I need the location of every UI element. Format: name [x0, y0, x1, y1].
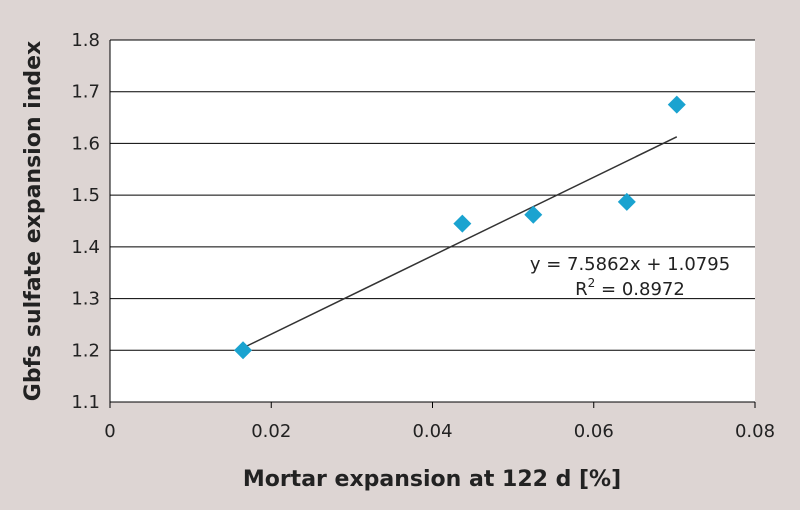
y-tick-label-0: 1.1: [71, 392, 100, 413]
data-point-0: [234, 341, 253, 360]
y-tick-label-5: 1.6: [71, 133, 100, 154]
data-point-3: [617, 192, 636, 211]
r2-label: R: [575, 279, 588, 300]
data-point-2: [524, 205, 543, 224]
data-points: [234, 95, 686, 360]
x-tick-label-1: 0.02: [251, 421, 291, 442]
y-tick-label-6: 1.7: [71, 82, 100, 103]
y-axis-title: Gbfs sulfate expansion index: [21, 41, 46, 401]
y-tick-label-3: 1.4: [71, 237, 100, 258]
y-tick-label-4: 1.5: [71, 185, 100, 206]
x-tick-label-3: 0.06: [574, 421, 614, 442]
y-tick-labels: 1.1 1.2 1.3 1.4 1.5 1.6 1.7 1.8: [71, 30, 100, 413]
data-point-4: [667, 95, 686, 114]
data-point-1: [453, 214, 472, 233]
trendline: [242, 136, 678, 349]
x-axis-title: Mortar expansion at 122 d [%]: [243, 467, 621, 492]
y-tick-label-2: 1.3: [71, 289, 100, 310]
x-tick-labels: 0 0.02 0.04 0.06 0.08: [104, 421, 775, 442]
y-tick-label-7: 1.8: [71, 30, 100, 51]
x-tick-label-4: 0.08: [735, 421, 775, 442]
r2-value: = 0.8972: [595, 279, 685, 300]
r2-superscript: 2: [588, 276, 596, 290]
trendline-r-squared: R2 = 0.8972: [575, 276, 685, 300]
trendline-layer: [242, 136, 678, 349]
x-tick-label-2: 0.04: [412, 421, 452, 442]
trendline-equation: y = 7.5862x + 1.0795: [530, 254, 730, 275]
plot-area: [110, 40, 755, 402]
x-tick-label-0: 0: [104, 421, 115, 442]
grid-layer: [109, 39, 756, 408]
y-tick-label-1: 1.2: [71, 340, 100, 361]
